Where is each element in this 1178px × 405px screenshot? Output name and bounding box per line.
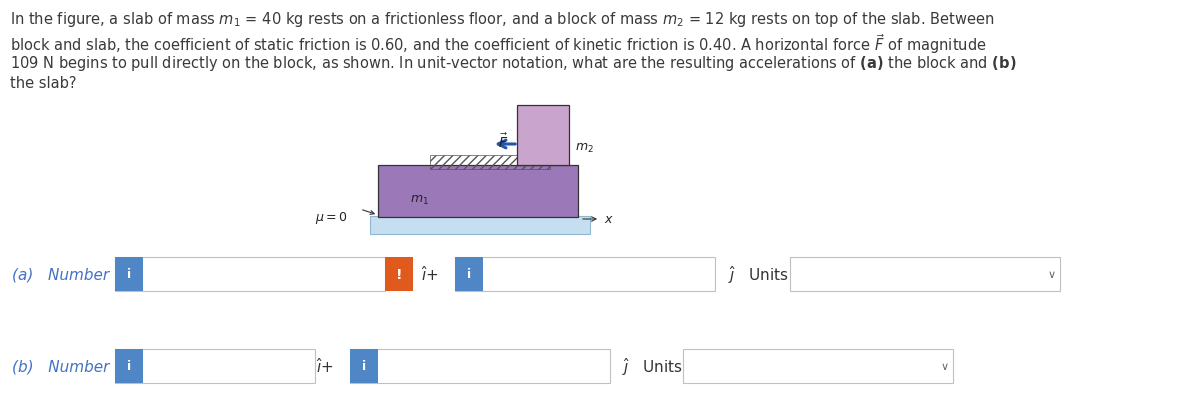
Text: $m_1$: $m_1$ [410, 193, 429, 206]
Bar [517, 106, 569, 166]
Text: the slab?: the slab? [9, 76, 77, 91]
Text: $\mu = 0$: $\mu = 0$ [316, 209, 348, 226]
Text: i: i [127, 360, 131, 373]
Text: block and slab, the coefficient of static friction is 0.60, and the coefficient : block and slab, the coefficient of stati… [9, 32, 986, 56]
Text: !: ! [396, 267, 402, 281]
Text: ∨: ∨ [941, 361, 949, 371]
Text: $\hat{\jmath}$   Units: $\hat{\jmath}$ Units [622, 355, 683, 377]
Bar [350, 349, 610, 383]
Text: i: i [127, 268, 131, 281]
Bar [430, 156, 550, 170]
Bar [683, 349, 953, 383]
Bar [115, 349, 315, 383]
Bar [115, 257, 143, 291]
Bar [350, 349, 378, 383]
Bar [790, 257, 1060, 291]
Bar [115, 349, 143, 383]
Text: In the figure, a slab of mass $m_1$ = 40 kg rests on a frictionless floor, and a: In the figure, a slab of mass $m_1$ = 40… [9, 10, 994, 29]
Text: (a)   Number: (a) Number [12, 267, 110, 282]
Text: $\hat{\imath}$+: $\hat{\imath}$+ [422, 265, 438, 284]
Text: i: i [466, 268, 471, 281]
Text: (b)   Number: (b) Number [12, 358, 110, 373]
Text: $x$: $x$ [604, 213, 614, 226]
Bar [455, 257, 483, 291]
Text: ∨: ∨ [1048, 269, 1055, 279]
Bar [455, 257, 715, 291]
Bar [370, 216, 590, 234]
Text: i: i [362, 360, 366, 373]
Text: $\vec{F}$: $\vec{F}$ [498, 132, 508, 150]
Bar [378, 166, 578, 217]
Text: $m_2$: $m_2$ [575, 141, 594, 154]
Bar [115, 257, 385, 291]
Text: $\hat{\jmath}$   Units: $\hat{\jmath}$ Units [728, 263, 789, 285]
Text: 109 N begins to pull directly on the block, as shown. In unit-vector notation, w: 109 N begins to pull directly on the blo… [9, 54, 1017, 73]
Text: $\hat{\imath}$+: $\hat{\imath}$+ [317, 357, 333, 375]
Bar [385, 257, 413, 291]
